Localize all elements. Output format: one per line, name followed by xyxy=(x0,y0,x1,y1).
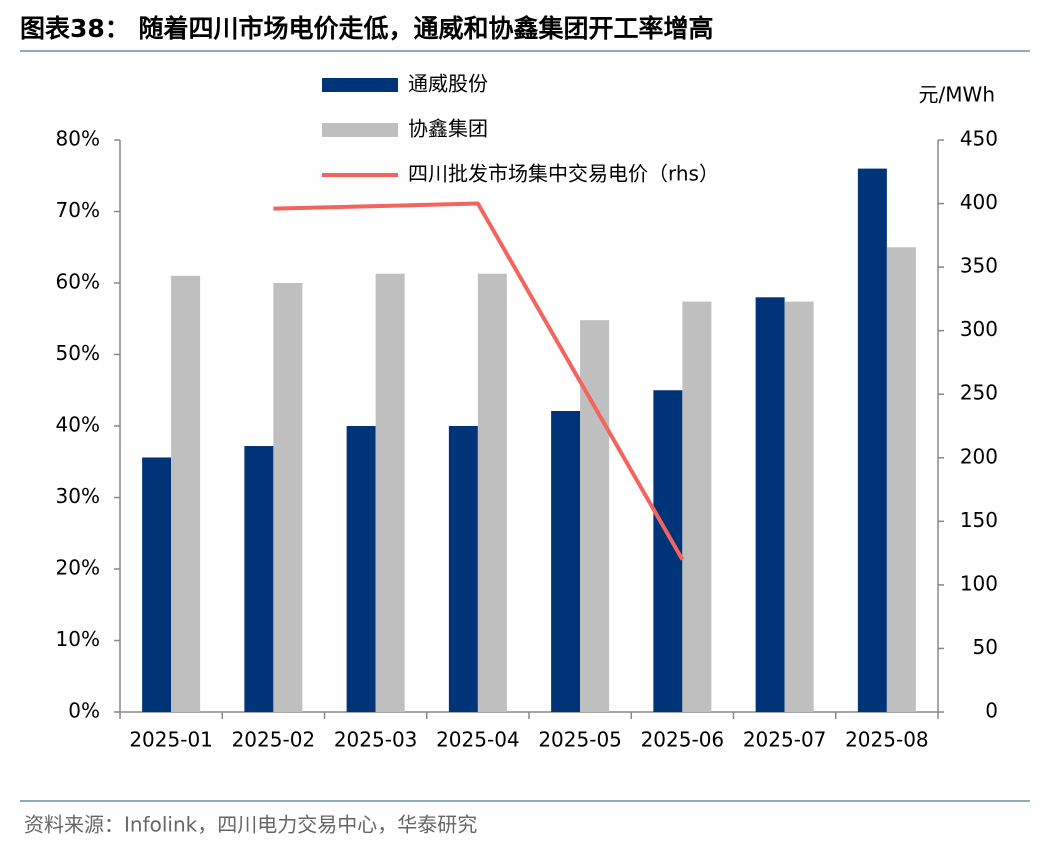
y2-tick-label: 400 xyxy=(960,190,998,214)
y2-tick-label: 300 xyxy=(960,317,998,341)
y2-tick-label: 450 xyxy=(960,127,998,151)
chart-title: 图表38： 随着四川市场电价走低，通威和协鑫集团开工率增高 xyxy=(20,14,714,43)
y-tick-label: 0% xyxy=(68,699,100,723)
bar xyxy=(755,297,785,712)
legend-swatch xyxy=(322,78,398,92)
y-tick-label: 10% xyxy=(56,627,100,651)
y-tick-label: 60% xyxy=(56,270,100,294)
legend-swatch xyxy=(322,123,398,137)
bar xyxy=(375,273,405,712)
x-tick-label: 2025-05 xyxy=(538,728,622,752)
y2-tick-label: 250 xyxy=(960,381,998,405)
bar xyxy=(171,275,201,712)
bar xyxy=(142,457,172,712)
y2-tick-label: 100 xyxy=(960,571,998,595)
bar xyxy=(244,446,274,712)
bar xyxy=(346,426,376,712)
y-tick-label: 30% xyxy=(56,484,100,508)
x-tick-label: 2025-01 xyxy=(129,728,213,752)
y2-tick-label: 200 xyxy=(960,444,998,468)
x-tick-label: 2025-04 xyxy=(436,728,520,752)
bar xyxy=(477,273,507,712)
x-tick-label: 2025-08 xyxy=(845,728,929,752)
bar xyxy=(682,301,712,712)
x-tick-label: 2025-06 xyxy=(641,728,725,752)
bar xyxy=(448,426,478,712)
y2-tick-label: 350 xyxy=(960,254,998,278)
legend-label: 通威股份 xyxy=(408,72,488,96)
bar xyxy=(886,247,916,712)
y2-tick-label: 0 xyxy=(985,699,998,723)
x-tick-label: 2025-03 xyxy=(334,728,418,752)
bar xyxy=(273,283,303,712)
y-tick-label: 80% xyxy=(56,127,100,151)
y-tick-label: 50% xyxy=(56,341,100,365)
legend-label: 四川批发市场集中交易电价（rhs） xyxy=(408,162,719,186)
y-tick-label: 20% xyxy=(56,556,100,580)
bar xyxy=(784,301,814,712)
source: 资料来源：Infolink，四川电力交易中心，华泰研究 xyxy=(24,813,477,837)
x-tick-label: 2025-07 xyxy=(743,728,827,752)
x-tick-label: 2025-02 xyxy=(232,728,316,752)
y2-unit: 元/MWh xyxy=(919,83,995,107)
line-series xyxy=(273,201,685,561)
y-tick-label: 70% xyxy=(56,198,100,222)
bar xyxy=(857,168,887,713)
bar xyxy=(551,410,581,712)
y2-tick-label: 150 xyxy=(960,508,998,532)
bar xyxy=(580,320,610,712)
y-tick-label: 40% xyxy=(56,413,100,437)
y2-tick-label: 50 xyxy=(973,635,998,659)
legend-label: 协鑫集团 xyxy=(408,117,488,141)
